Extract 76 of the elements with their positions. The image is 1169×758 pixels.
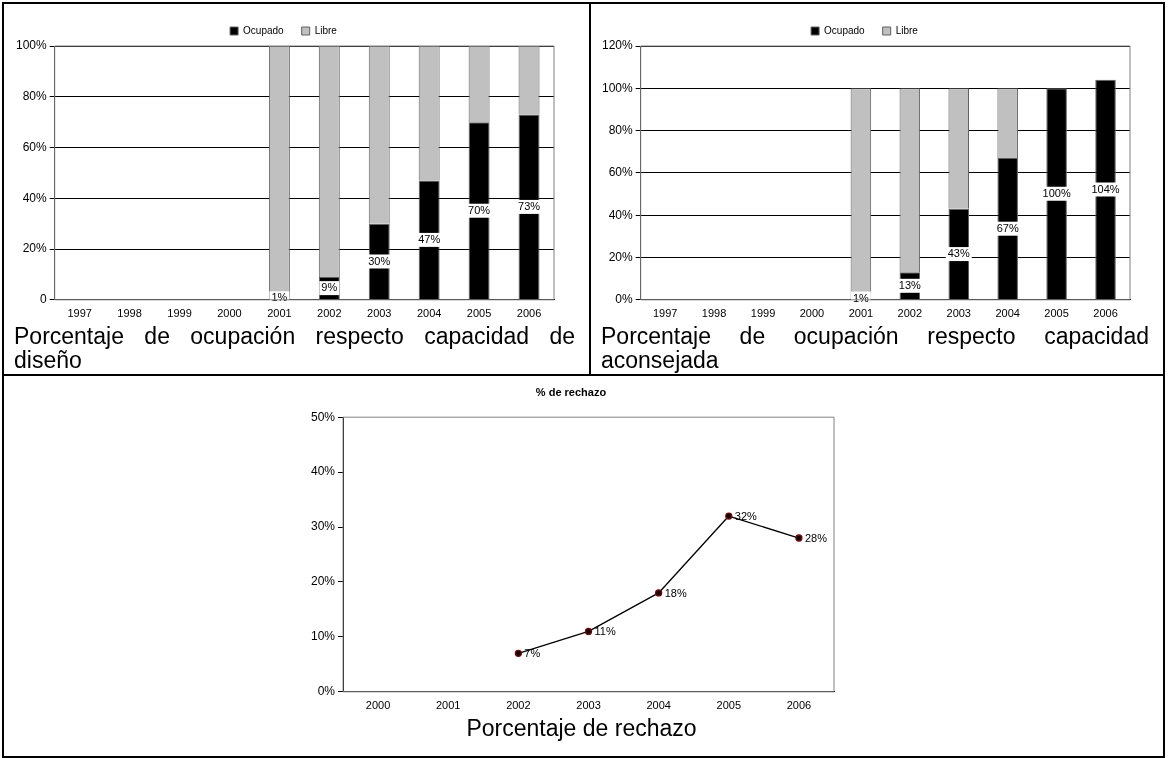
data-label: 13% <box>898 278 921 291</box>
y-tick-label: 100% <box>601 80 633 95</box>
point <box>724 512 732 520</box>
x-tick-label: 2003 <box>575 699 601 712</box>
data-label: 1% <box>852 291 869 304</box>
x-tick-label: 2005 <box>716 699 741 712</box>
legend-label: Ocupado <box>823 24 865 36</box>
data-label: 70% <box>468 203 491 216</box>
x-tick-label: 1999 <box>750 307 775 320</box>
y-tick-label: 100% <box>15 38 48 53</box>
data-label: 67% <box>996 221 1019 234</box>
x-tick-label: 2004 <box>645 699 671 712</box>
x-tick-label: 2003 <box>367 307 392 320</box>
point <box>654 589 662 597</box>
y-tick-label: 60% <box>22 139 48 154</box>
x-tick-label: 2001 <box>435 699 460 712</box>
y-tick-label: 80% <box>608 122 633 137</box>
y-tick-label: 40% <box>608 207 633 222</box>
x-tick-label: 1999 <box>167 307 192 320</box>
data-label: 11% <box>594 625 616 638</box>
data-label: 9% <box>321 281 338 294</box>
y-tick-label: 20% <box>310 574 335 589</box>
x-tick-label: 2001 <box>267 307 292 320</box>
legend-label: Ocupado <box>243 24 285 36</box>
y-tick-label: 0% <box>317 684 335 699</box>
x-tick-label: 2003 <box>946 307 971 320</box>
x-tick-label: 2000 <box>217 307 242 320</box>
x-tick-label: 2002 <box>505 699 531 712</box>
point <box>794 534 803 542</box>
x-tick-label: 2002 <box>317 307 342 320</box>
y-tick-label: 60% <box>608 165 633 180</box>
chart-title: % de rechazo <box>535 385 606 398</box>
legend-label: Libre <box>895 24 918 36</box>
x-tick-label: 1997 <box>67 307 92 320</box>
data-label: 100% <box>1042 186 1071 199</box>
data-label: 30% <box>368 254 391 267</box>
y-tick-label: 40% <box>22 190 48 205</box>
y-tick-label: 50% <box>310 409 335 424</box>
y-tick-label: 20% <box>608 249 633 264</box>
x-tick-label: 2000 <box>365 699 390 712</box>
x-tick-label: 2006 <box>786 699 811 712</box>
y-tick-label: 20% <box>22 241 48 256</box>
x-tick-label: 2006 <box>1092 307 1118 320</box>
x-tick-label: 2004 <box>416 307 442 320</box>
x-tick-label: 1997 <box>652 307 677 320</box>
data-label: 1% <box>271 291 288 304</box>
data-label: 28% <box>804 532 827 545</box>
x-tick-label: 2004 <box>994 307 1020 320</box>
data-label: 73% <box>518 199 541 212</box>
data-label: 7% <box>523 647 540 660</box>
y-tick-label: 0 <box>40 292 47 307</box>
y-tick-label: 40% <box>310 464 335 479</box>
data-label: 32% <box>734 510 757 523</box>
x-tick-label: 2001 <box>848 307 873 320</box>
y-tick-label: 120% <box>601 38 633 53</box>
x-tick-label: 2002 <box>897 307 922 320</box>
data-label: 18% <box>664 586 687 599</box>
text: Porcentaje de ocupación respecto capacidad aconsejada <box>600 323 1150 373</box>
x-tick-label: 2005 <box>466 307 492 320</box>
point <box>514 649 522 658</box>
data-label: 104% <box>1090 182 1120 195</box>
data-label: 47% <box>418 232 441 245</box>
y-tick-label: 80% <box>22 89 48 104</box>
legend-label: Libre <box>314 24 338 36</box>
x-tick-label: 1998 <box>701 307 726 320</box>
x-tick-label: 2006 <box>516 307 542 320</box>
point <box>584 627 592 636</box>
text: Porcentaje de ocupación respecto capacidad de diseño <box>13 323 576 373</box>
y-tick-label: 0% <box>614 292 633 307</box>
data-label: 43% <box>947 247 970 260</box>
y-tick-label: 10% <box>310 629 335 644</box>
x-tick-label: 2005 <box>1043 307 1069 320</box>
x-tick-label: 2000 <box>799 307 824 320</box>
x-tick-label: 1998 <box>117 307 142 320</box>
y-tick-label: 30% <box>310 519 335 534</box>
text: Porcentaje de rechazo <box>465 715 698 741</box>
